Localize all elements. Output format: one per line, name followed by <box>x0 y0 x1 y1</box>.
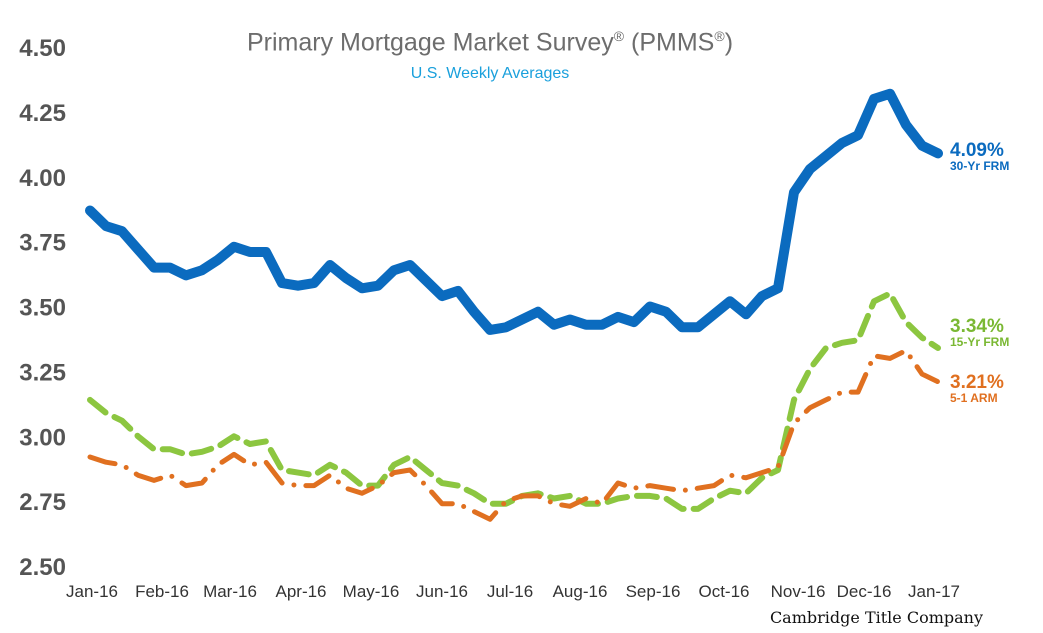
y-tick-label: 4.00 <box>19 165 66 192</box>
x-tick-label: Jul-16 <box>487 582 533 601</box>
x-tick-label: Sep-16 <box>626 582 681 601</box>
x-tick-label: Jun-16 <box>416 582 468 601</box>
end-label-arm-name: 5-1 ARM <box>950 391 998 405</box>
series-line-30-yr-frm <box>85 88 943 335</box>
chart-title-close: ) <box>724 28 734 57</box>
x-tick-label: Aug-16 <box>553 582 608 601</box>
x-tick-label: Jan-17 <box>908 582 960 601</box>
end-label-arm-value: 3.21% <box>950 372 1004 393</box>
chart-subtitle: U.S. Weekly Averages <box>410 65 570 82</box>
end-label-15yr-name: 15-Yr FRM <box>950 335 1010 349</box>
y-tick-label: 2.75 <box>19 489 66 516</box>
chart-title-text: Primary Mortgage Market Survey <box>246 28 614 57</box>
registered-mark-1: ® <box>613 28 625 44</box>
y-tick-label: 3.75 <box>19 230 66 257</box>
chart-title-suffix: (PMMS <box>631 28 715 57</box>
y-tick-label: 4.50 <box>19 35 66 62</box>
registered-mark-2: ® <box>714 28 725 44</box>
y-tick-label: 3.00 <box>19 424 66 451</box>
end-label-30yr: 4.09% 30-Yr FRM <box>950 141 1009 172</box>
x-tick-label: Feb-16 <box>135 582 189 601</box>
y-tick-label: 3.25 <box>19 359 66 386</box>
x-tick-label: Mar-16 <box>203 582 257 601</box>
x-tick-label: Apr-16 <box>275 582 326 601</box>
y-tick-label: 3.50 <box>19 295 66 322</box>
end-label-15yr-value: 3.34% <box>950 316 1004 337</box>
end-label-arm: 3.21% 5-1 ARM <box>950 373 1004 404</box>
x-tick-label: Nov-16 <box>771 582 826 601</box>
x-tick-label: Dec-16 <box>837 582 892 601</box>
chart-title: Primary Mortgage Market Survey® (PMMS®) <box>0 28 980 57</box>
x-tick-label: May-16 <box>343 582 400 601</box>
end-label-30yr-name: 30-Yr FRM <box>950 159 1010 173</box>
credit-text: Cambridge Title Company <box>769 608 983 627</box>
y-tick-label: 4.25 <box>19 100 66 127</box>
x-tick-label: Jan-16 <box>66 582 118 601</box>
end-label-15yr: 3.34% 15-Yr FRM <box>950 317 1009 348</box>
end-label-30yr-value: 4.09% <box>950 140 1004 161</box>
y-tick-label: 2.50 <box>19 554 66 581</box>
series-line-5-1-arm <box>87 348 941 522</box>
x-tick-label: Oct-16 <box>698 582 749 601</box>
